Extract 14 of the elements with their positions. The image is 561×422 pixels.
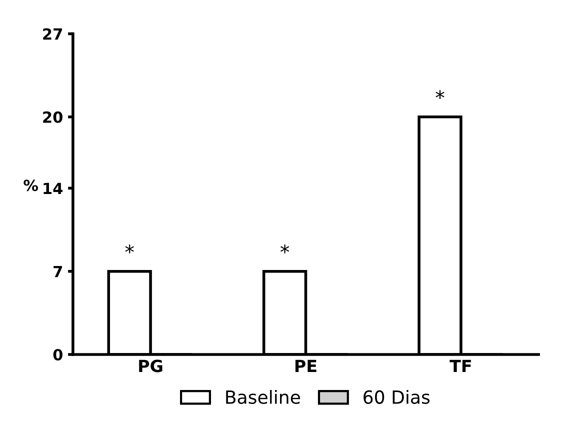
- x-tick-label: TF: [450, 360, 471, 372]
- y-tick-label: 14: [44, 182, 63, 194]
- x-tick-label: PE: [295, 360, 316, 372]
- x-tick-label: PG: [139, 360, 162, 372]
- legend-label: 60 Dias: [364, 390, 430, 404]
- annotation: *: [125, 244, 134, 254]
- y-tick-label: 7: [54, 266, 62, 278]
- annotation: *: [436, 90, 444, 99]
- y-axis-title: %: [24, 180, 38, 192]
- legend-label: Baseline: [226, 390, 300, 404]
- annotation: *: [280, 244, 290, 254]
- y-tick-label: 0: [53, 348, 62, 360]
- y-tick-label: 20: [43, 111, 62, 123]
- y-tick-label: 27: [43, 28, 62, 40]
